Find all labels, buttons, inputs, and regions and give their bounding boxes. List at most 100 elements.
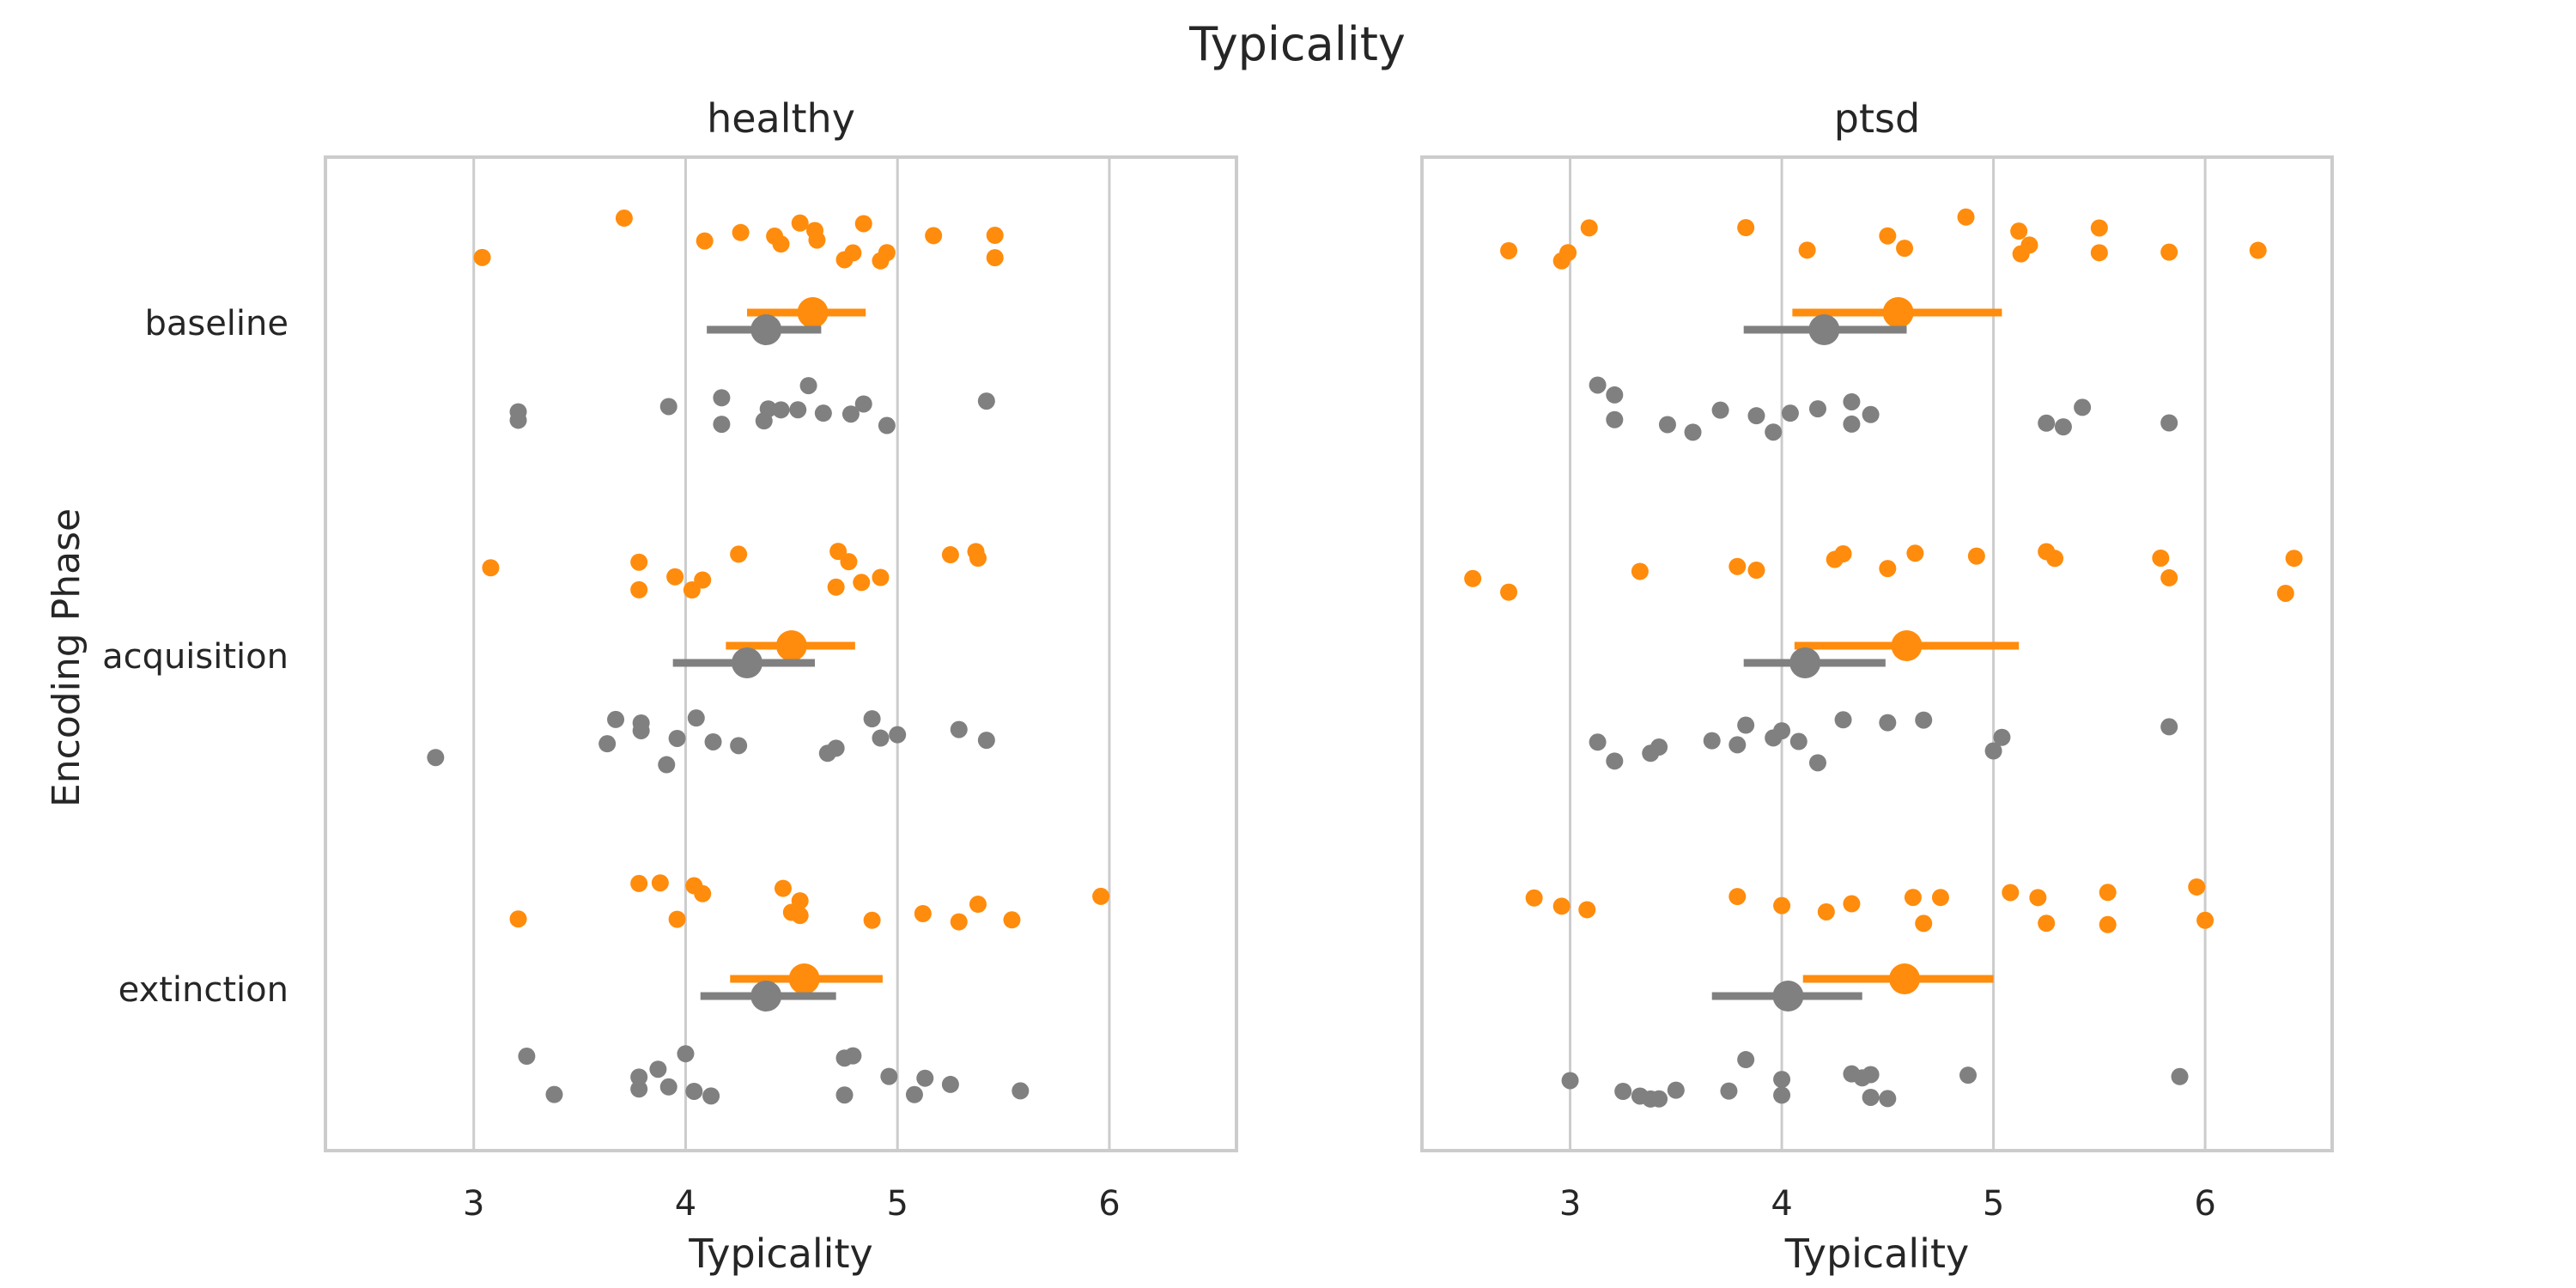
orange-point [1728, 888, 1747, 906]
gray-point [509, 403, 527, 421]
orange-point [854, 215, 872, 233]
x-tick-label: 4 [675, 1184, 696, 1224]
orange-point [853, 574, 871, 592]
orange-point [2160, 243, 2178, 261]
orange-point [1500, 583, 1518, 601]
y-axis-label: Encoding Phase [45, 508, 88, 807]
gray-point [1650, 738, 1668, 756]
orange-point [1580, 219, 1598, 237]
gray-point [1843, 392, 1861, 410]
orange-point [2160, 568, 2178, 586]
gray-point [841, 405, 860, 423]
orange-point [2099, 884, 2117, 902]
gray-point [977, 392, 995, 410]
gray-point [730, 737, 748, 755]
orange-point [969, 550, 987, 568]
gray-point [607, 710, 625, 728]
gray-point [630, 1080, 648, 1098]
orange-point [1092, 887, 1110, 905]
gray-point [889, 726, 907, 744]
orange-point [878, 244, 896, 262]
figure-title: Typicality [1188, 17, 1406, 71]
gray-point [1984, 742, 2002, 760]
gray-point [659, 398, 677, 416]
gray-point [1606, 386, 1624, 404]
orange-point [1631, 562, 1649, 580]
gray-mean-point [1772, 981, 1804, 1012]
gray-mean-point [732, 647, 763, 678]
orange-point [630, 874, 648, 892]
x-tick-label: 5 [886, 1184, 908, 1224]
plot-frame [324, 155, 1238, 1152]
panel-title: ptsd [1834, 95, 1920, 142]
gray-point [687, 709, 705, 727]
orange-point [730, 545, 748, 563]
orange-point [1834, 545, 1852, 563]
orange-mean-point [1889, 963, 1921, 994]
gray-point [685, 1082, 703, 1100]
orange-point [1003, 911, 1021, 929]
orange-point [2010, 222, 2028, 240]
orange-point [694, 884, 712, 902]
orange-point [774, 879, 792, 897]
gray-point [878, 416, 896, 434]
gray-point [1773, 1071, 1791, 1089]
orange-point [2285, 550, 2303, 568]
orange-point [791, 214, 809, 232]
orange-mean-point [797, 297, 829, 328]
orange-point [1464, 569, 1482, 587]
orange-point [1552, 897, 1571, 915]
gray-point [950, 720, 968, 738]
orange-point [950, 913, 968, 931]
orange-point [615, 210, 633, 228]
gray-point [2038, 414, 2056, 432]
orange-mean-point [788, 963, 820, 994]
gray-point [1703, 732, 1721, 750]
orange-point [829, 543, 848, 561]
orange-point [2099, 915, 2117, 933]
gray-point [880, 1067, 898, 1085]
gray-point [1589, 376, 1607, 394]
orange-point [1500, 241, 1518, 259]
gray-point [649, 1060, 667, 1078]
orange-point [969, 896, 987, 914]
orange-point [772, 235, 790, 253]
orange-point [2196, 911, 2215, 929]
gray-point [1658, 416, 1676, 434]
gray-point [1843, 415, 1861, 433]
gray-point [854, 395, 872, 413]
gray-point [1773, 722, 1791, 740]
orange-point [630, 553, 648, 571]
gray-point [1747, 407, 1765, 425]
gray-point [1667, 1081, 1685, 1099]
gray-point [863, 710, 881, 728]
gray-point [1561, 1072, 1579, 1090]
orange-point [863, 911, 881, 929]
gray-point [2160, 414, 2178, 432]
orange-point [1798, 241, 1816, 259]
gray-point [658, 756, 676, 774]
orange-point [941, 546, 959, 564]
gray-point [1879, 1090, 1897, 1108]
gray-point [668, 729, 686, 747]
gray-point [1915, 711, 1933, 729]
orange-point [2152, 549, 2170, 567]
gray-point [1720, 1082, 1738, 1100]
gray-point [1606, 752, 1624, 770]
orange-point [1773, 896, 1791, 914]
orange-point [2038, 914, 2056, 933]
orange-point [1896, 240, 1914, 258]
gray-point [1728, 736, 1747, 754]
orange-point [1737, 219, 1755, 237]
orange-point [1728, 557, 1747, 575]
gray-point [1012, 1082, 1030, 1100]
gray-point [1606, 410, 1624, 428]
orange-point [2002, 884, 2020, 902]
gray-point [1650, 1090, 1668, 1108]
gray-point [2054, 418, 2072, 436]
orange-point [925, 227, 943, 245]
x-tick-label: 4 [1771, 1184, 1792, 1224]
gray-point [632, 721, 650, 739]
x-tick-label: 3 [1559, 1184, 1581, 1224]
